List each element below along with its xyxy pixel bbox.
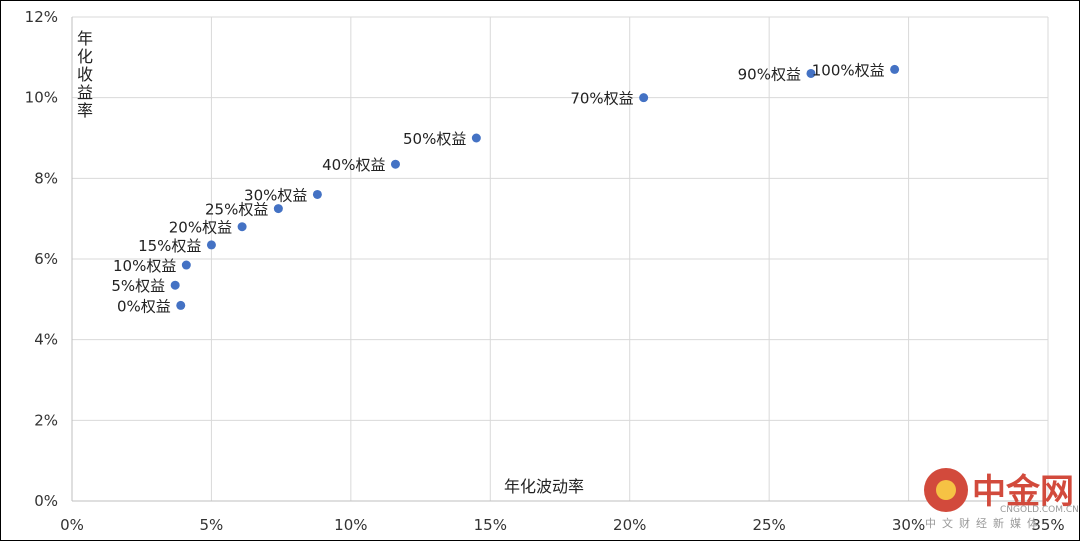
- data-point: [176, 300, 186, 310]
- y-axis-label-char: 化: [77, 47, 93, 66]
- y-axis-label-char: 年: [77, 29, 93, 48]
- data-label: 50%权益: [403, 130, 466, 148]
- y-tick-label: 0%: [34, 492, 58, 510]
- x-tick-label: 15%: [474, 516, 507, 534]
- x-tick-label: 30%: [892, 516, 925, 534]
- watermark-tagline: 中文财经新媒体: [925, 516, 1044, 530]
- data-point: [181, 260, 191, 270]
- grid-lines: [72, 16, 1049, 501]
- watermark: 中金网 CNGOLD.COM.CN 中文财经新媒体: [924, 468, 1079, 530]
- data-label: 40%权益: [322, 156, 385, 174]
- y-axis-label-char: 率: [77, 101, 93, 120]
- data-point: [390, 159, 400, 169]
- y-tick-labels: 0% 2% 4% 6% 8% 10% 12%: [25, 8, 58, 510]
- data-point: [471, 133, 481, 143]
- data-label: 0%权益: [117, 297, 171, 315]
- data-point: [273, 204, 283, 214]
- x-tick-label: 10%: [334, 516, 367, 534]
- data-label: 5%权益: [111, 277, 165, 295]
- data-label: 20%权益: [169, 219, 232, 237]
- y-tick-label: 12%: [25, 8, 58, 26]
- x-tick-label: 0%: [60, 516, 84, 534]
- data-label: 10%权益: [113, 257, 176, 275]
- data-label: 100%权益: [812, 61, 885, 79]
- data-label: 15%权益: [138, 237, 201, 255]
- data-label: 25%权益: [205, 201, 268, 219]
- x-tick-labels: 0% 5% 10% 15% 20% 25% 30% 35%: [60, 516, 1065, 534]
- watermark-url: CNGOLD.COM.CN: [1000, 505, 1079, 515]
- y-tick-label: 8%: [34, 169, 58, 187]
- x-axis-label: 年化波动率: [504, 477, 584, 496]
- watermark-logo-inner-icon: [936, 480, 956, 500]
- data-points: [170, 64, 900, 310]
- data-label: 90%权益: [738, 65, 801, 83]
- y-tick-label: 2%: [34, 411, 58, 429]
- data-point: [206, 240, 216, 250]
- data-point: [806, 68, 816, 78]
- data-point: [890, 64, 900, 74]
- x-tick-label: 35%: [1031, 516, 1064, 534]
- x-tick-label: 25%: [752, 516, 785, 534]
- y-axis-label-char: 收: [77, 65, 93, 84]
- y-tick-label: 6%: [34, 250, 58, 268]
- axes: [71, 17, 1048, 502]
- data-point: [312, 189, 322, 199]
- y-tick-label: 10%: [25, 89, 58, 107]
- y-axis-label-char: 益: [77, 83, 93, 102]
- x-tick-label: 5%: [200, 516, 224, 534]
- data-label: 70%权益: [570, 90, 633, 108]
- data-point: [639, 93, 649, 103]
- watermark-brand: 中金网: [972, 472, 1074, 512]
- data-label: 30%权益: [244, 186, 307, 204]
- data-point: [170, 280, 180, 290]
- x-tick-label: 20%: [613, 516, 646, 534]
- y-tick-label: 4%: [34, 331, 58, 349]
- data-point: [237, 222, 247, 232]
